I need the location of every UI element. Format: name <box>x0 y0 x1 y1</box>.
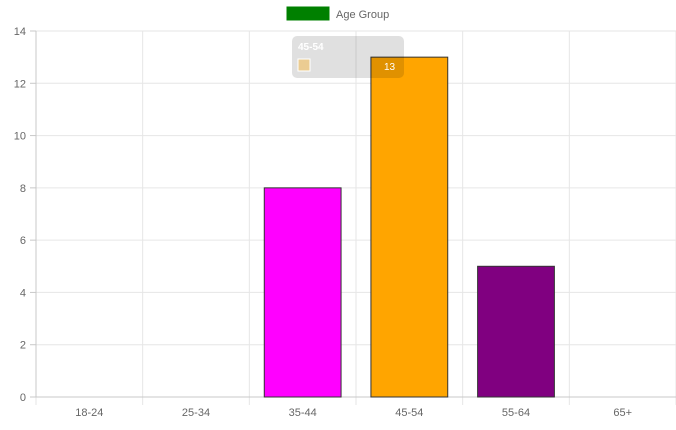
x-tick-label: 55-64 <box>502 407 530 419</box>
y-tick-label: 2 <box>20 340 26 352</box>
x-tick-label: 45-54 <box>395 407 423 419</box>
legend-label: Age Group <box>336 9 389 21</box>
bar-55-64[interactable] <box>477 265 555 398</box>
legend[interactable]: Age Group <box>286 6 389 21</box>
tooltip-swatch <box>297 58 311 72</box>
x-tick-label: 35-44 <box>289 407 317 419</box>
y-tick-label: 12 <box>14 78 26 90</box>
bar-layer <box>263 56 555 398</box>
tooltip-title: 45-54 <box>298 42 324 53</box>
legend-swatch <box>286 6 330 21</box>
y-tick-label: 4 <box>20 287 26 299</box>
label-layer: 0 2 4 6 8 10 12 14 18-24 25-34 35-44 45-54 55-64 65+ <box>14 26 632 419</box>
y-tick-label: 8 <box>20 183 26 195</box>
x-tick-label: 18-24 <box>75 407 103 419</box>
x-tick-label: 25-34 <box>182 407 210 419</box>
x-tick-label: 65+ <box>613 407 632 419</box>
y-tick-label: 6 <box>20 235 26 247</box>
axis-layer <box>30 30 676 398</box>
tooltip-value: 13 <box>384 62 396 73</box>
y-tick-label: 14 <box>14 26 26 38</box>
grid-layer <box>35 30 676 405</box>
y-tick-label: 0 <box>20 392 26 404</box>
bar-45-54[interactable] <box>370 56 449 398</box>
tooltip-background <box>292 36 404 78</box>
tooltip: 45-54 13 <box>292 36 404 78</box>
bar-35-44[interactable] <box>263 187 342 398</box>
y-tick-label: 10 <box>14 131 26 143</box>
